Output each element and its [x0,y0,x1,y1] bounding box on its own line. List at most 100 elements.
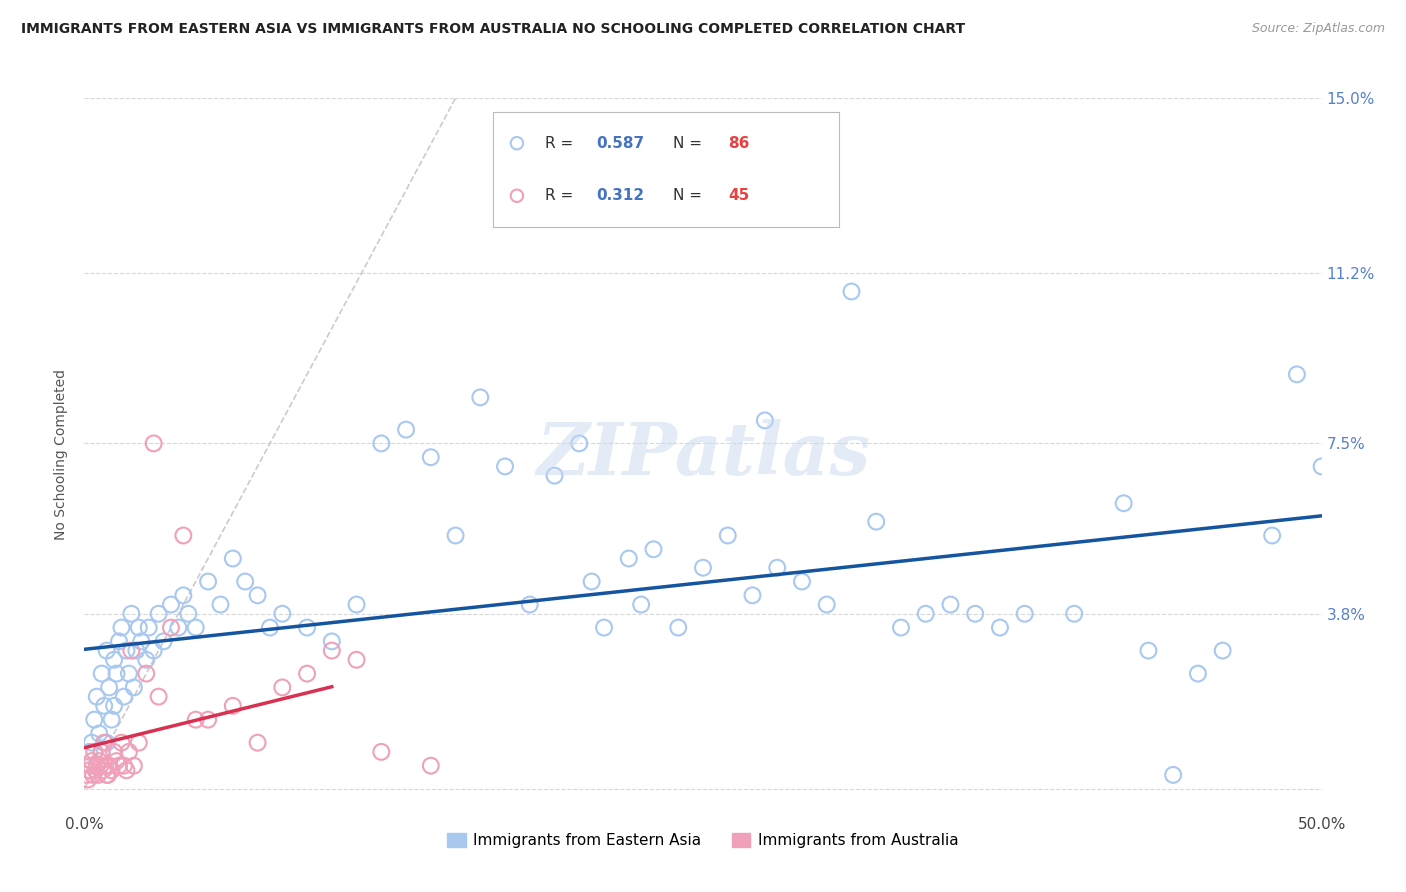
Immigrants from Eastern Asia [692,560,714,574]
Immigrants from Australia [90,745,112,759]
Immigrants from Australia [122,758,145,772]
Immigrants from Australia [197,713,219,727]
Immigrants from Eastern Asia [246,588,269,602]
Immigrants from Eastern Asia [105,666,128,681]
Immigrants from Eastern Asia [568,436,591,450]
Immigrants from Eastern Asia [197,574,219,589]
Immigrants from Australia [86,758,108,772]
Immigrants from Australia [112,758,135,772]
Immigrants from Australia [79,758,101,772]
Immigrants from Australia [82,768,104,782]
Immigrants from Australia [370,745,392,759]
Immigrants from Eastern Asia [543,468,565,483]
Immigrants from Eastern Asia [1261,528,1284,542]
Immigrants from Eastern Asia [103,698,125,713]
Immigrants from Eastern Asia [890,621,912,635]
Immigrants from Eastern Asia [1285,368,1308,382]
Immigrants from Eastern Asia [271,607,294,621]
Immigrants from Eastern Asia [90,745,112,759]
Immigrants from Eastern Asia [1063,607,1085,621]
Immigrants from Eastern Asia [1161,768,1184,782]
Immigrants from Eastern Asia [96,643,118,657]
Immigrants from Eastern Asia [914,607,936,621]
Immigrants from Eastern Asia [1212,643,1234,657]
Immigrants from Australia [271,681,294,695]
Legend: Immigrants from Eastern Asia, Immigrants from Australia: Immigrants from Eastern Asia, Immigrants… [441,827,965,854]
Immigrants from Eastern Asia [142,643,165,657]
Immigrants from Eastern Asia [643,542,665,557]
Immigrants from Eastern Asia [444,528,467,542]
Immigrants from Eastern Asia [395,423,418,437]
Immigrants from Australia [83,745,105,759]
Immigrants from Eastern Asia [177,607,200,621]
Immigrants from Eastern Asia [717,528,740,542]
Immigrants from Eastern Asia [209,598,232,612]
Immigrants from Australia [80,754,103,768]
Immigrants from Eastern Asia [184,621,207,635]
Immigrants from Eastern Asia [129,634,152,648]
Immigrants from Australia [346,653,368,667]
Immigrants from Australia [94,758,117,772]
Immigrants from Australia [142,436,165,450]
Immigrants from Eastern Asia [419,450,441,465]
Immigrants from Eastern Asia [470,390,492,404]
Immigrants from Eastern Asia [120,607,142,621]
Immigrants from Australia [103,745,125,759]
Text: IMMIGRANTS FROM EASTERN ASIA VS IMMIGRANTS FROM AUSTRALIA NO SCHOOLING COMPLETED: IMMIGRANTS FROM EASTERN ASIA VS IMMIGRAN… [21,22,965,37]
Immigrants from Eastern Asia [259,621,281,635]
Immigrants from Australia [108,758,131,772]
Immigrants from Eastern Asia [108,634,131,648]
Immigrants from Eastern Asia [160,598,183,612]
Immigrants from Eastern Asia [118,666,141,681]
Immigrants from Australia [295,666,318,681]
Text: Source: ZipAtlas.com: Source: ZipAtlas.com [1251,22,1385,36]
Immigrants from Eastern Asia [86,690,108,704]
Immigrants from Eastern Asia [138,621,160,635]
Immigrants from Australia [118,745,141,759]
Immigrants from Eastern Asia [96,736,118,750]
Immigrants from Australia [172,528,194,542]
Immigrants from Eastern Asia [841,285,863,299]
Immigrants from Eastern Asia [110,621,132,635]
Immigrants from Australia [246,736,269,750]
Immigrants from Eastern Asia [152,634,174,648]
Immigrants from Eastern Asia [115,643,138,657]
Immigrants from Australia [115,764,138,778]
Immigrants from Eastern Asia [494,459,516,474]
Immigrants from Eastern Asia [86,758,108,772]
Immigrants from Australia [135,666,157,681]
Immigrants from Eastern Asia [148,607,170,621]
Immigrants from Eastern Asia [630,598,652,612]
Immigrants from Eastern Asia [581,574,603,589]
Immigrants from Eastern Asia [100,713,122,727]
Immigrants from Australia [184,713,207,727]
Immigrants from Eastern Asia [112,690,135,704]
Immigrants from Eastern Asia [222,551,245,566]
Immigrants from Eastern Asia [754,413,776,427]
Immigrants from Australia [79,764,101,778]
Immigrants from Australia [105,754,128,768]
Immigrants from Australia [321,643,343,657]
Immigrants from Eastern Asia [89,726,111,740]
Y-axis label: No Schooling Completed: No Schooling Completed [55,369,69,541]
Immigrants from Australia [96,768,118,782]
Immigrants from Eastern Asia [93,698,115,713]
Immigrants from Australia [120,643,142,657]
Immigrants from Eastern Asia [172,588,194,602]
Immigrants from Australia [87,768,110,782]
Immigrants from Australia [93,736,115,750]
Immigrants from Eastern Asia [1310,459,1333,474]
Immigrants from Australia [91,764,114,778]
Immigrants from Eastern Asia [83,713,105,727]
Immigrants from Eastern Asia [321,634,343,648]
Immigrants from Eastern Asia [1137,643,1160,657]
Immigrants from Eastern Asia [593,621,616,635]
Immigrants from Eastern Asia [346,598,368,612]
Immigrants from Eastern Asia [1112,496,1135,510]
Immigrants from Eastern Asia [617,551,640,566]
Immigrants from Australia [77,772,100,787]
Immigrants from Eastern Asia [135,653,157,667]
Immigrants from Australia [222,698,245,713]
Immigrants from Eastern Asia [167,621,190,635]
Immigrants from Eastern Asia [766,560,789,574]
